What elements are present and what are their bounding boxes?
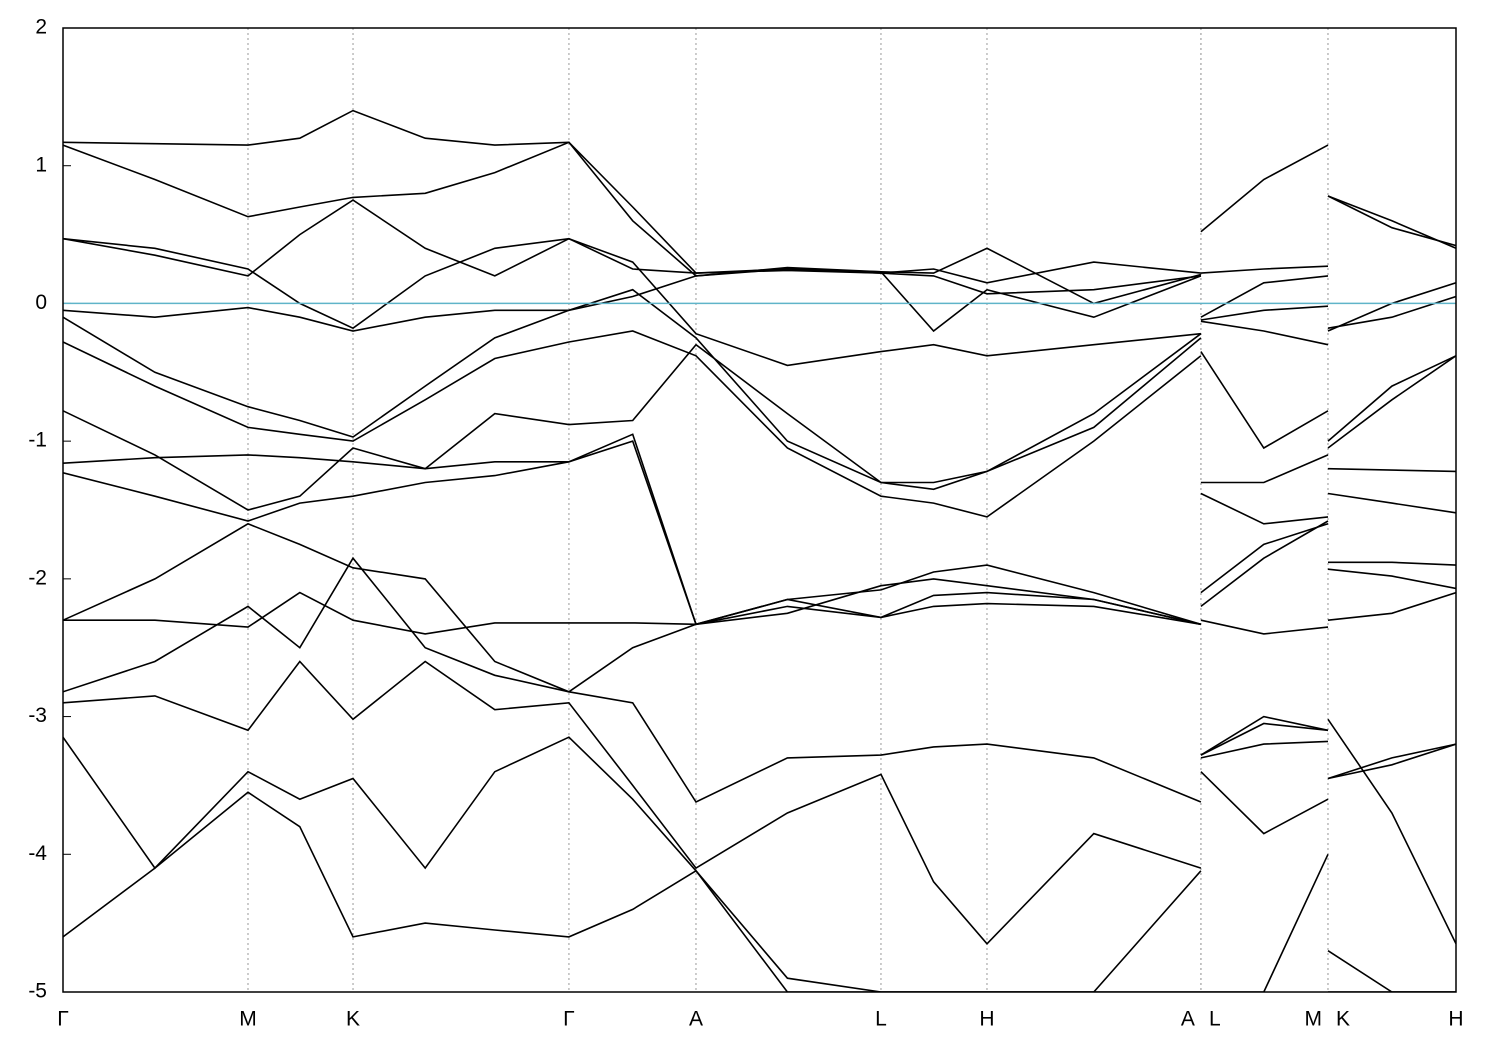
band: [63, 337, 1202, 511]
band: [1327, 195, 1456, 247]
x-tick-label: A: [689, 1008, 703, 1031]
band: [1200, 715, 1329, 756]
band: [1327, 467, 1456, 473]
x-tick-label: H: [979, 1008, 994, 1031]
x-tick-label: K: [346, 1008, 360, 1031]
band: [1200, 853, 1329, 992]
band: [1200, 722, 1329, 756]
plot-frame: [62, 27, 1457, 993]
band: [63, 660, 1202, 945]
band: [1200, 619, 1329, 635]
band: [1200, 454, 1329, 484]
band: [63, 266, 1202, 333]
bands: [63, 109, 1456, 992]
band: [1327, 950, 1456, 992]
band: [1200, 265, 1329, 274]
x-tick-label: L: [1209, 1008, 1221, 1031]
x-tick-label: H: [1448, 1008, 1463, 1031]
band: [63, 522, 1202, 693]
band: [1200, 305, 1329, 321]
band: [1327, 591, 1456, 621]
band: [1327, 568, 1456, 590]
y-tick-label: -2: [28, 566, 47, 589]
band: [1328, 561, 1456, 566]
y-tick-label: 0: [35, 291, 47, 314]
band: [1200, 740, 1329, 759]
band: [63, 237, 1202, 330]
band: [1327, 282, 1456, 332]
x-tick-label: M: [239, 1008, 257, 1031]
band: [1200, 520, 1329, 608]
y-tick-label: -3: [28, 704, 47, 727]
band: [63, 578, 1202, 635]
band: [63, 199, 1201, 367]
band: [1327, 718, 1456, 945]
band: [1200, 144, 1329, 233]
band: [63, 109, 1201, 284]
x-tick-label: M: [1304, 1008, 1322, 1031]
y-tick-label: -4: [28, 842, 47, 865]
band: [63, 791, 1201, 992]
band: [63, 433, 1202, 626]
band: [63, 556, 1202, 804]
band: [63, 440, 1202, 626]
band: [1200, 275, 1329, 318]
band: [1200, 320, 1329, 346]
band: [63, 330, 1202, 518]
y-tick-label: -5: [28, 980, 47, 1003]
x-tick-label: L: [875, 1008, 887, 1031]
x-tick-label: A: [1181, 1008, 1195, 1031]
band: [63, 736, 1202, 992]
band: [1200, 523, 1329, 594]
band: [1327, 355, 1456, 449]
band: [1327, 743, 1456, 780]
x-tick-label: Γ: [563, 1008, 575, 1031]
x-tick-label: Γ: [57, 1008, 69, 1031]
band: [63, 288, 1202, 491]
y-tick-label: 1: [35, 153, 47, 176]
x-tick-label: K: [1336, 1008, 1350, 1031]
band: [1327, 355, 1456, 442]
band: [1200, 771, 1329, 835]
y-tick-label: -1: [28, 429, 47, 452]
band: [1327, 743, 1456, 780]
band: [1200, 351, 1329, 450]
band: [1200, 492, 1329, 525]
band: [1327, 492, 1456, 514]
band: [63, 141, 1202, 305]
y-tick-label: 2: [35, 16, 47, 39]
